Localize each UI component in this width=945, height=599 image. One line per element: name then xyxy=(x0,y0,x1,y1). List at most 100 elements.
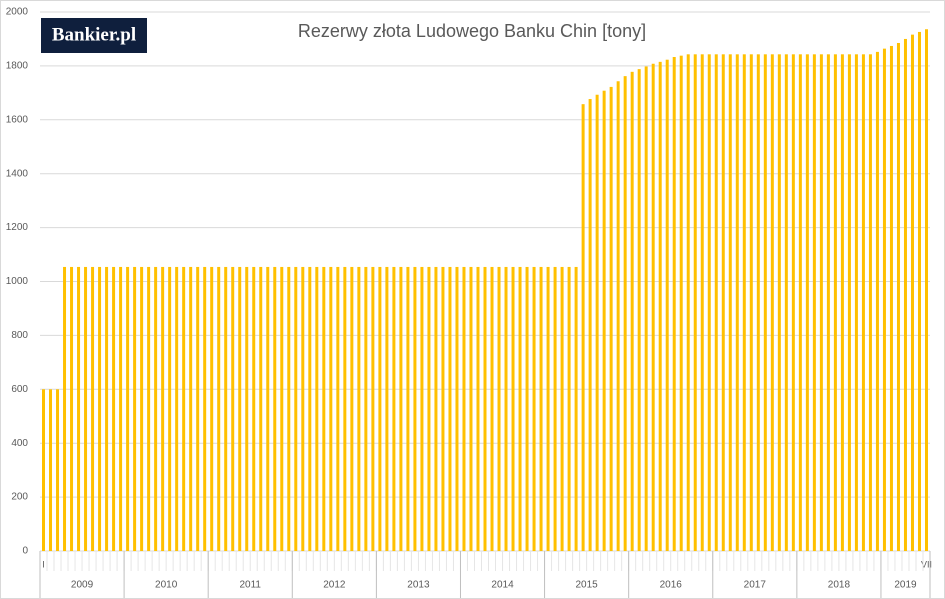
bar xyxy=(819,54,823,552)
bar xyxy=(140,266,144,551)
bar xyxy=(637,69,641,551)
bar xyxy=(245,266,249,551)
y-tick-label: 1400 xyxy=(6,168,29,179)
year-label: 2016 xyxy=(660,580,683,591)
bar xyxy=(357,266,361,551)
bar xyxy=(847,54,851,552)
bar xyxy=(770,54,774,552)
year-label: 2013 xyxy=(407,580,430,591)
y-tick-label: 0 xyxy=(22,546,28,557)
bar xyxy=(175,266,179,551)
bar xyxy=(413,266,417,551)
bar xyxy=(672,57,676,551)
bar xyxy=(707,54,711,552)
bar xyxy=(658,61,662,552)
chart-title: Rezerwy złota Ludowego Banku Chin [tony] xyxy=(298,21,646,41)
bar xyxy=(854,54,858,552)
bar xyxy=(294,266,298,551)
bar xyxy=(889,45,893,551)
x-tick-label: I xyxy=(42,559,45,569)
bar xyxy=(875,51,879,552)
bar xyxy=(812,54,816,552)
bar xyxy=(728,54,732,552)
bar xyxy=(693,54,697,552)
bar xyxy=(805,54,809,552)
bar xyxy=(98,266,102,551)
bar xyxy=(595,94,599,551)
bar xyxy=(91,266,95,551)
bar xyxy=(49,389,53,551)
bar xyxy=(910,34,914,551)
y-tick-label: 200 xyxy=(11,492,28,503)
bar xyxy=(63,266,67,551)
bar xyxy=(497,266,501,551)
bar xyxy=(231,266,235,551)
bar xyxy=(798,54,802,552)
bar xyxy=(308,266,312,551)
bar xyxy=(406,266,410,551)
bar xyxy=(196,266,200,551)
bar xyxy=(826,54,830,552)
bar xyxy=(588,99,592,552)
bar xyxy=(168,266,172,551)
bar xyxy=(147,266,151,551)
bar xyxy=(364,266,368,551)
bar xyxy=(749,54,753,552)
bar xyxy=(455,266,459,551)
bar xyxy=(532,266,536,551)
bar xyxy=(399,266,403,551)
bar xyxy=(700,54,704,552)
bar xyxy=(392,266,396,551)
bar xyxy=(609,86,613,552)
bar xyxy=(644,66,648,552)
bar xyxy=(203,266,207,551)
bar xyxy=(84,266,88,551)
bar xyxy=(679,55,683,552)
bar xyxy=(518,266,522,551)
year-label: 2010 xyxy=(155,580,178,591)
y-tick-label: 600 xyxy=(11,384,28,395)
bar xyxy=(280,266,284,551)
bar xyxy=(350,266,354,551)
x-tick-label: VII xyxy=(921,559,932,569)
bar xyxy=(441,266,445,551)
bar xyxy=(70,266,74,551)
bar xyxy=(756,54,760,552)
bar xyxy=(896,42,900,552)
bar xyxy=(469,266,473,551)
bar xyxy=(133,266,137,551)
year-label: 2017 xyxy=(744,580,767,591)
y-tick-label: 1800 xyxy=(6,61,29,72)
bar xyxy=(539,266,543,551)
bar xyxy=(840,54,844,552)
bar xyxy=(287,266,291,551)
bar xyxy=(882,48,886,551)
bar xyxy=(763,54,767,552)
bar xyxy=(581,104,585,551)
bar xyxy=(602,90,606,551)
bar xyxy=(259,266,263,551)
bar xyxy=(266,266,270,551)
year-label: 2015 xyxy=(575,580,598,591)
year-label: 2009 xyxy=(71,580,94,591)
bar xyxy=(784,54,788,552)
bar xyxy=(903,38,907,551)
year-label: 2019 xyxy=(894,580,917,591)
bar xyxy=(567,266,571,551)
bar xyxy=(427,266,431,551)
bar xyxy=(651,63,655,552)
bar xyxy=(77,266,81,551)
bar xyxy=(504,266,508,551)
bar xyxy=(126,266,130,551)
bar xyxy=(791,54,795,552)
bar xyxy=(329,266,333,551)
bar xyxy=(560,266,564,551)
bar xyxy=(483,266,487,551)
bar xyxy=(525,266,529,551)
bar xyxy=(378,266,382,551)
bar xyxy=(665,59,669,551)
bar xyxy=(861,54,865,552)
bar xyxy=(112,266,116,551)
bar xyxy=(105,266,109,551)
